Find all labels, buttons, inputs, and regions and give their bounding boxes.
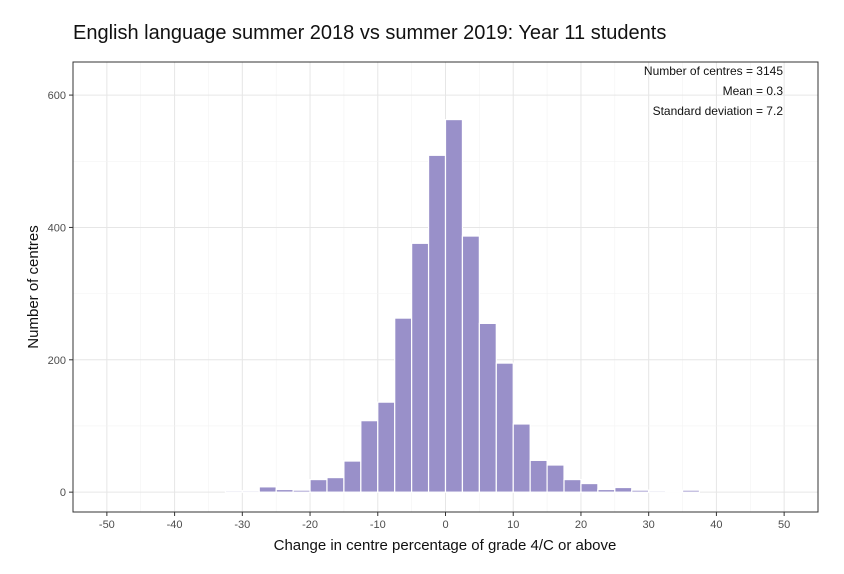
- x-tick-label: 50: [778, 519, 790, 531]
- bars: [224, 118, 701, 493]
- x-ticks: -50 -40 -30 -20 -10 0 10 20 30 40 50: [99, 512, 790, 531]
- histogram-bar: [614, 486, 633, 493]
- y-ticks: 0 200 400 600: [48, 90, 73, 499]
- histogram-bar: [241, 490, 260, 493]
- histogram-bar: [258, 486, 277, 493]
- histogram-bar: [681, 489, 701, 493]
- x-tick-label: 20: [575, 519, 587, 531]
- annotation-count: Number of centres = 3145: [644, 64, 783, 78]
- histogram-bar: [292, 489, 311, 493]
- histogram-bar: [495, 362, 514, 493]
- histogram-bar: [597, 488, 616, 493]
- y-tick-label: 0: [60, 487, 66, 499]
- histogram-bar: [275, 488, 294, 493]
- y-tick-label: 600: [48, 90, 66, 102]
- histogram-bar: [377, 401, 396, 493]
- histogram-bar: [224, 490, 243, 493]
- x-axis-label: Change in centre percentage of grade 4/C…: [274, 537, 617, 554]
- histogram-bar: [411, 242, 430, 493]
- annotation-mean: Mean = 0.3: [723, 84, 784, 98]
- x-tick-label: 10: [507, 519, 519, 531]
- histogram-bar: [563, 478, 582, 493]
- histogram-bar: [461, 235, 480, 493]
- x-tick-label: 0: [442, 519, 448, 531]
- histogram-bar: [478, 322, 497, 493]
- x-tick-label: -40: [167, 519, 183, 531]
- y-tick-label: 200: [48, 355, 66, 367]
- x-tick-label: -30: [234, 519, 250, 531]
- x-tick-label: 30: [643, 519, 655, 531]
- x-tick-label: -10: [370, 519, 386, 531]
- histogram-bar: [631, 489, 650, 493]
- annotation-sd: Standard deviation = 7.2: [653, 104, 784, 118]
- histogram-bar: [343, 460, 362, 493]
- chart-title: English language summer 2018 vs summer 2…: [73, 22, 667, 44]
- x-tick-label: -20: [302, 519, 318, 531]
- y-axis-label: Number of centres: [25, 225, 42, 348]
- histogram-bar: [580, 482, 599, 493]
- histogram-bar: [648, 490, 667, 493]
- histogram-bar: [665, 490, 684, 493]
- histogram-bar: [394, 317, 413, 493]
- histogram-bar: [360, 420, 379, 493]
- histogram-bar: [444, 118, 464, 493]
- x-tick-label: -50: [99, 519, 115, 531]
- histogram-bar: [529, 459, 548, 493]
- y-tick-label: 400: [48, 222, 66, 234]
- x-tick-label: 40: [710, 519, 722, 531]
- histogram-bar: [546, 464, 565, 493]
- histogram-bar: [309, 478, 328, 493]
- histogram-bar: [427, 154, 447, 493]
- histogram-bar: [326, 476, 345, 493]
- histogram-bar: [512, 423, 531, 493]
